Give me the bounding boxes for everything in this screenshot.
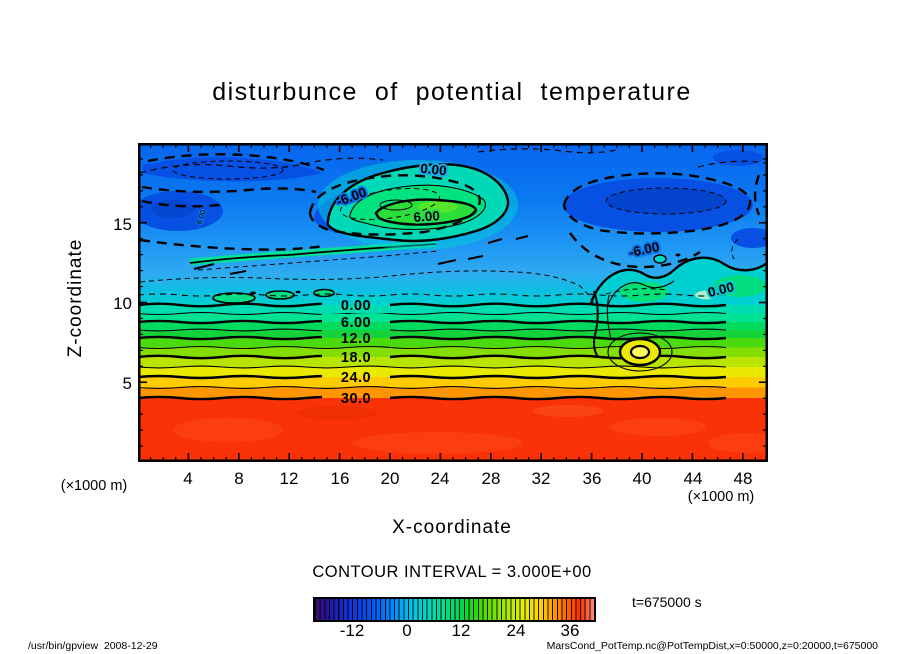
chart-title: disturbunce of potential temperature [212, 78, 692, 106]
colorbar-tick-0: 0 [402, 621, 412, 640]
y-axis-label: Z-coordinate [65, 238, 86, 358]
contour-label-blob-six: 6.00 [413, 208, 440, 225]
x-unit-right: (×1000 m) [687, 489, 755, 505]
x-tick-20: 20 [380, 469, 400, 488]
x-unit-left: (×1000 m) [60, 478, 128, 494]
contour-label-30: 30.0 [341, 391, 371, 407]
x-tick-28: 28 [481, 469, 501, 488]
band-contour-labels: 0.00 6.00 12.0 18.0 24.0 30.0 [322, 297, 390, 407]
green-anomaly-blob [318, 160, 518, 250]
contour-label-12: 12.0 [341, 331, 371, 347]
right-anomaly-area [588, 253, 768, 307]
contour-interval-text: CONTOUR INTERVAL = 3.000E+00 [312, 563, 592, 581]
contour-label-top-zero: 0.00 [420, 161, 448, 179]
colorbar-tick-24: 24 [506, 621, 526, 640]
x-tick-44: 44 [683, 469, 703, 488]
time-annotation: t=675000 s [632, 594, 702, 610]
footer-command-date: /usr/bin/gpview 2008-12-29 [28, 640, 158, 652]
footer-source-spec: MarsCond_PotTemp.nc@PotTempDist,x=0:5000… [546, 640, 878, 652]
x-tick-12: 12 [279, 469, 299, 488]
x-tick-24: 24 [430, 469, 450, 488]
y-tick-15: 15 [113, 215, 132, 234]
colorbar [313, 597, 596, 622]
x-tick-32: 32 [531, 469, 551, 488]
contour-plot-canvas: 0.00 6.00 12.0 18.0 24.0 30.0 -6.00 0.00… [138, 143, 768, 462]
x-tick-36: 36 [582, 469, 602, 488]
contour-label-24: 24.0 [341, 370, 371, 386]
contour-label-18: 18.0 [341, 350, 371, 366]
x-tick-48: 48 [733, 469, 753, 488]
contour-label-0: 0.00 [341, 298, 371, 314]
pinch-and-eddy [593, 290, 673, 372]
y-tick-10: 10 [113, 294, 132, 313]
dashed-negative-contours [139, 148, 767, 305]
x-tick-4: 4 [183, 469, 193, 488]
colorbar-tick-m12: -12 [339, 621, 365, 640]
x-tick-16: 16 [330, 469, 350, 488]
colorbar-tick-36: 36 [560, 621, 580, 640]
lower-positive-bands [138, 305, 768, 462]
x-tick-8: 8 [234, 469, 244, 488]
x-tick-40: 40 [632, 469, 652, 488]
contour-label-6: 6.00 [341, 315, 371, 331]
x-axis-label: X-coordinate [392, 517, 512, 538]
colorbar-tick-12: 12 [451, 621, 471, 640]
y-tick-5: 5 [122, 374, 132, 393]
plot-frame [138, 143, 768, 462]
